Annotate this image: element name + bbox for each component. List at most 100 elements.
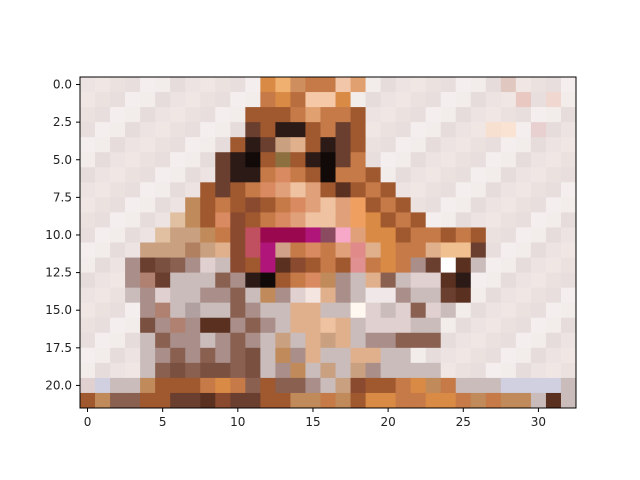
heatmap-cell — [125, 347, 141, 364]
heatmap-cell — [560, 362, 577, 379]
heatmap-cell — [230, 392, 246, 409]
heatmap-cell — [320, 272, 336, 289]
heatmap-cell — [80, 227, 96, 243]
heatmap-cell — [320, 392, 336, 409]
heatmap-cell — [380, 227, 397, 243]
heatmap-cell — [95, 107, 111, 123]
heatmap-cell — [155, 392, 171, 409]
x-tick-label: 15 — [305, 415, 320, 429]
heatmap-cell — [290, 257, 306, 273]
heatmap-cell — [335, 122, 351, 138]
heatmap-cell — [365, 152, 382, 168]
heatmap-cell — [335, 257, 351, 273]
y-axis: 0.0 2.5 5.0 7.5 10.0 12.5 15.0 17.5 20.0 — [45, 78, 80, 392]
heatmap-cell — [230, 377, 246, 394]
heatmap-cell — [470, 122, 487, 138]
heatmap-cell — [260, 167, 276, 183]
heatmap-cell — [365, 287, 382, 304]
x-axis: 0 5 10 15 20 25 30 — [84, 408, 546, 429]
heatmap-cell — [365, 317, 382, 334]
heatmap-cell — [170, 287, 186, 304]
heatmap-cell — [365, 182, 382, 198]
heatmap-cell — [275, 317, 291, 334]
heatmap-cell — [440, 272, 457, 289]
heatmap-cell — [320, 317, 336, 334]
heatmap-cell — [185, 392, 201, 409]
heatmap-cell — [95, 287, 111, 304]
heatmap-cell — [110, 302, 126, 319]
heatmap-cell — [305, 77, 321, 93]
heatmap-cell — [545, 107, 562, 123]
heatmap-cell — [245, 317, 261, 334]
heatmap-cell — [335, 197, 351, 213]
heatmap-cell — [545, 332, 562, 349]
heatmap-cell — [245, 332, 261, 349]
heatmap-cell — [515, 152, 532, 168]
heatmap-cell — [110, 137, 126, 153]
heatmap-cell — [545, 302, 562, 319]
heatmap-cell — [500, 227, 517, 243]
heatmap-cell — [185, 317, 201, 334]
heatmap-cell — [290, 287, 306, 304]
heatmap-cell — [395, 182, 412, 198]
y-tick-label: 0.0 — [53, 78, 72, 92]
heatmap-cell — [200, 122, 216, 138]
heatmap-cell — [200, 257, 216, 273]
heatmap-cell — [395, 317, 412, 334]
heatmap-cell — [170, 392, 186, 409]
heatmap-cell — [395, 377, 412, 394]
heatmap-cell — [425, 242, 442, 258]
heatmap-cell — [470, 362, 487, 379]
heatmap-cell — [380, 92, 397, 108]
heatmap-cell — [155, 272, 171, 289]
heatmap-cell — [410, 347, 427, 364]
heatmap-cell — [155, 317, 171, 334]
heatmap-cell — [470, 227, 487, 243]
heatmap-cell — [80, 152, 96, 168]
heatmap-cell — [425, 122, 442, 138]
heatmap-cell — [320, 257, 336, 273]
heatmap-cell — [245, 227, 261, 243]
heatmap-cell — [80, 257, 96, 273]
heatmap-cell — [200, 227, 216, 243]
heatmap-cell — [335, 227, 351, 243]
heatmap-cell — [275, 152, 291, 168]
heatmap-cell — [260, 317, 276, 334]
heatmap-cell — [560, 227, 577, 243]
heatmap-cell — [110, 197, 126, 213]
heatmap-cell — [110, 377, 126, 394]
heatmap-cell — [110, 362, 126, 379]
heatmap-cell — [545, 227, 562, 243]
heatmap-cell — [380, 302, 397, 319]
heatmap-cell — [305, 302, 321, 319]
heatmap-cell — [290, 392, 306, 409]
heatmap-cell — [95, 257, 111, 273]
heatmap-cell — [215, 77, 231, 93]
heatmap-cell — [260, 227, 276, 243]
heatmap-cell — [395, 167, 412, 183]
heatmap-cell — [380, 242, 397, 258]
heatmap-cell — [515, 302, 532, 319]
heatmap-cell — [530, 362, 547, 379]
heatmap-cell — [425, 182, 442, 198]
x-tick-label: 20 — [380, 415, 395, 429]
heatmap-cell — [440, 182, 457, 198]
heatmap-cell — [140, 77, 156, 93]
heatmap-cell — [260, 137, 276, 153]
heatmap-cell — [125, 242, 141, 258]
heatmap-cell — [305, 152, 321, 168]
heatmap-cell — [335, 242, 351, 258]
heatmap-cell — [95, 392, 111, 409]
heatmap-cell — [545, 122, 562, 138]
heatmap-cell — [485, 332, 502, 349]
heatmap-cell — [200, 197, 216, 213]
heatmap-cell — [560, 92, 577, 108]
heatmap-cell — [230, 257, 246, 273]
heatmap-cell — [500, 137, 517, 153]
heatmap-cell — [275, 257, 291, 273]
heatmap-cell — [530, 92, 547, 108]
heatmap-cell — [485, 392, 502, 409]
heatmap-cell — [335, 212, 351, 228]
heatmap-cell — [290, 92, 306, 108]
heatmap-cell — [560, 212, 577, 228]
